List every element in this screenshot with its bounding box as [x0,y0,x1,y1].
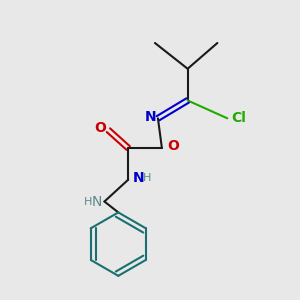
Text: N: N [144,110,156,124]
Text: Cl: Cl [231,111,246,125]
Text: N: N [133,171,145,185]
Text: H: H [143,173,152,183]
Text: N: N [92,194,102,208]
Text: O: O [167,139,179,153]
Text: H: H [84,196,92,206]
Text: O: O [94,121,106,135]
